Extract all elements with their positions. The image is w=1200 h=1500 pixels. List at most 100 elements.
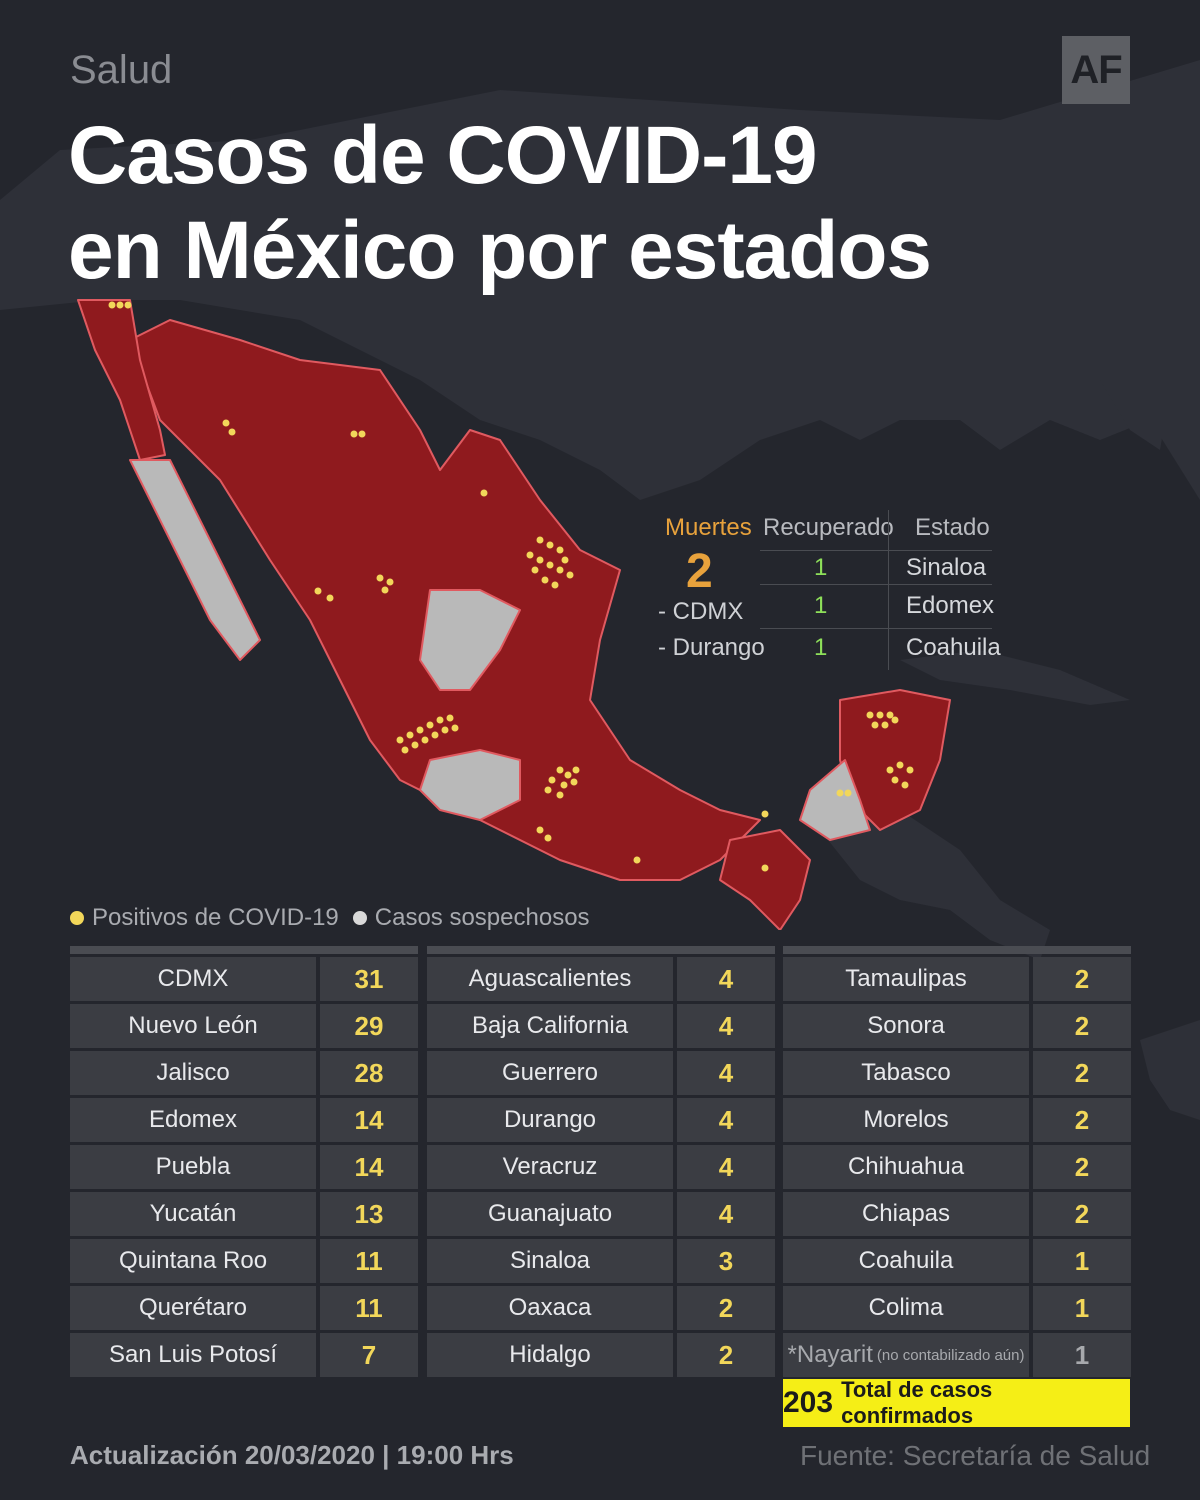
state-name: Veracruz [427, 1145, 673, 1189]
case-count: 7 [320, 1333, 418, 1377]
case-count: 2 [677, 1286, 775, 1330]
case-count: 31 [320, 957, 418, 1001]
region-baja-south [129, 459, 261, 661]
case-count: 2 [1033, 1098, 1131, 1142]
state-name: Colima [783, 1286, 1029, 1330]
case-count: 2 [677, 1333, 775, 1377]
case-count: 11 [320, 1239, 418, 1283]
state-name: Puebla [70, 1145, 316, 1189]
total-badge: 203 Total de casos confirmados [783, 1377, 1130, 1428]
table-row: Jalisco 28 [70, 1051, 418, 1095]
florida-landmass [1080, 300, 1170, 450]
table-row: Tabasco 2 [783, 1051, 1131, 1095]
state-name: Yucatán [70, 1192, 316, 1236]
table-row: Sinaloa 3 [427, 1239, 775, 1283]
state-name: Jalisco [70, 1051, 316, 1095]
table-row: Guanajuato 4 [427, 1192, 775, 1236]
recovered-label: Recuperado [763, 514, 894, 541]
state-name: Chiapas [783, 1192, 1029, 1236]
source-credit: Fuente: Secretaría de Salud [800, 1440, 1151, 1471]
central-america-landmass [820, 810, 1050, 960]
table-top-bar [783, 946, 1131, 954]
deaths-panel: Muertes Recuperado Estado 2 - CDMX - Dur… [650, 510, 1001, 670]
state-name: Guerrero [427, 1051, 673, 1095]
table-top-bar [70, 946, 418, 954]
state-label: Estado [915, 514, 990, 541]
region-coahuila [419, 589, 521, 691]
mexico-map [77, 299, 951, 930]
case-count: 2 [1033, 1145, 1131, 1189]
table-row: Querétaro 11 [70, 1286, 418, 1330]
state-name: Coahuila [783, 1239, 1029, 1283]
table-row: Quintana Roo 11 [70, 1239, 418, 1283]
table-row: Hidalgo 2 [427, 1333, 775, 1377]
page-title: Casos de COVID-19 en México por estados [68, 108, 1068, 298]
map-legend: Positivos de COVID-19 Casos sospechosos [70, 904, 590, 932]
table-row: Aguascalientes 4 [427, 957, 775, 1001]
table-row: Nuevo León 29 [70, 1004, 418, 1048]
nayarit-note: (no contabilizado aún) [876, 1346, 1025, 1364]
recovered-count: 1 [814, 634, 828, 661]
section-label: Salud [70, 48, 173, 92]
recovered-state: Coahuila [906, 634, 1001, 661]
case-count: 4 [677, 1145, 775, 1189]
case-count: 2 [1033, 957, 1131, 1001]
recovered-state: Sinaloa [906, 554, 987, 581]
state-name: Querétaro [70, 1286, 316, 1330]
case-count: 4 [677, 1004, 775, 1048]
us-landmass [0, 60, 1200, 500]
table-row: Chiapas 2 [783, 1192, 1131, 1236]
table-row: Yucatán 13 [70, 1192, 418, 1236]
total-count: 203 [783, 1386, 834, 1419]
divider [760, 584, 992, 585]
region-michoacan [419, 749, 521, 821]
region-chiapas [719, 829, 811, 930]
divider [760, 628, 992, 629]
case-count: 4 [677, 957, 775, 1001]
table-row: Guerrero 4 [427, 1051, 775, 1095]
state-name: Tamaulipas [783, 957, 1029, 1001]
recovered-state: Edomex [906, 592, 995, 619]
state-name: Edomex [70, 1098, 316, 1142]
state-name: Tabasco [783, 1051, 1029, 1095]
state-name: *Nayarit (no contabilizado aún) [783, 1333, 1029, 1377]
table-row: Coahuila 1 [783, 1239, 1131, 1283]
table-row: Durango 4 [427, 1098, 775, 1142]
state-name: Hidalgo [427, 1333, 673, 1377]
cases-table-col-3: Tamaulipas 2 Sonora 2 Tabasco 2 Morelos 2 Ch… [783, 946, 1131, 1377]
case-count: 11 [320, 1286, 418, 1330]
case-count: 2 [1033, 1004, 1131, 1048]
state-name: Chihuahua [783, 1145, 1029, 1189]
table-row: Sonora 2 [783, 1004, 1131, 1048]
cases-table-col-2: Aguascalientes 4 Baja California 4 Guerrer… [427, 946, 775, 1377]
case-count: 2 [1033, 1051, 1131, 1095]
nayarit-name: *Nayarit [787, 1341, 873, 1368]
state-name: Aguascalientes [427, 957, 673, 1001]
case-count: 28 [320, 1051, 418, 1095]
title-line-1: Casos de COVID-19 [68, 110, 818, 201]
deaths-label: Muertes [665, 514, 752, 541]
divider [888, 510, 889, 670]
case-count: 3 [677, 1239, 775, 1283]
state-name: Baja California [427, 1004, 673, 1048]
cuba-landmass [900, 650, 1130, 705]
region-campeche [799, 759, 871, 841]
case-count: 1 [1033, 1239, 1131, 1283]
table-row: Baja California 4 [427, 1004, 775, 1048]
table-row: Colima 1 [783, 1286, 1131, 1330]
recovered-count: 1 [814, 592, 828, 619]
suspected-dot-icon [352, 911, 367, 925]
state-name: Quintana Roo [70, 1239, 316, 1283]
legend-positive: Positivos de COVID-19 [92, 904, 339, 931]
caribbean-landmass [1140, 1020, 1200, 1120]
publisher-logo: AF [1062, 36, 1130, 104]
death-place: - CDMX [658, 598, 744, 625]
table-row: San Luis Potosí 7 [70, 1333, 418, 1377]
state-name: Durango [427, 1098, 673, 1142]
table-row: CDMX 31 [70, 957, 418, 1001]
title-line-2: en México por estados [68, 205, 932, 296]
cases-table-col-1: CDMX 31 Nuevo León 29 Jalisco 28 Edomex 14 P… [70, 946, 418, 1377]
table-row: Puebla 14 [70, 1145, 418, 1189]
state-name: Morelos [783, 1098, 1029, 1142]
